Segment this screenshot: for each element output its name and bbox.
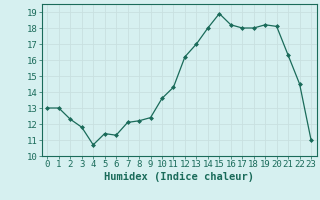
X-axis label: Humidex (Indice chaleur): Humidex (Indice chaleur): [104, 172, 254, 182]
